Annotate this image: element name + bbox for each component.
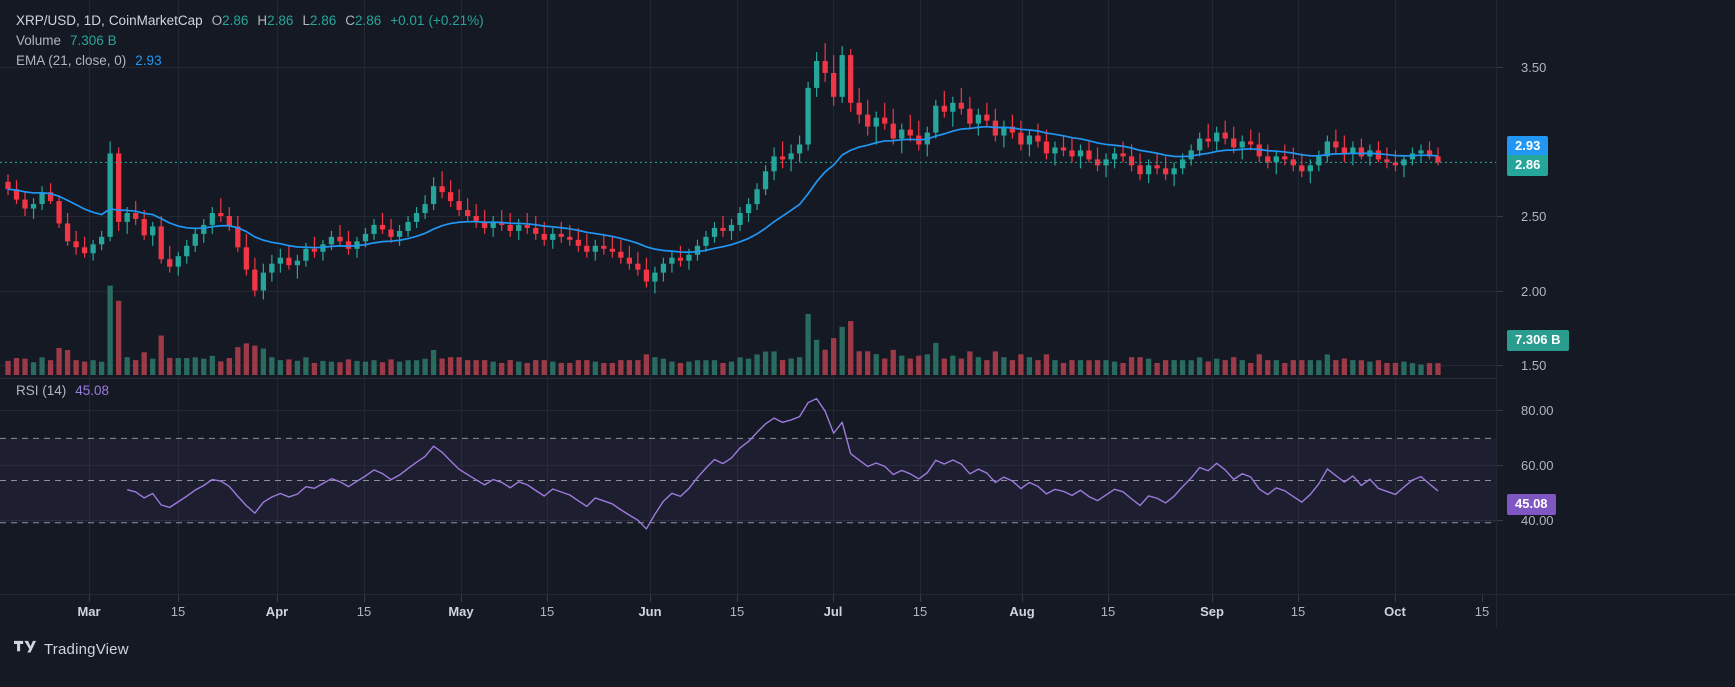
date-label-apr15: 15 <box>356 604 372 619</box>
date-label-jul: Jul <box>823 604 843 619</box>
gridline-v-apr <box>277 0 278 594</box>
axis-corner <box>1496 594 1735 628</box>
rsi-tick-label-80: 80.00 <box>1521 403 1554 418</box>
candlesticks <box>5 43 1441 300</box>
price-tick-label-150: 1.50 <box>1521 358 1547 373</box>
axis-tick-350 <box>1497 67 1503 68</box>
date-label-aug15: 15 <box>1100 604 1116 619</box>
gridline-rsi-60 <box>0 465 1496 466</box>
tradingview-logo-icon <box>14 640 36 659</box>
pane-separator <box>0 378 1496 379</box>
gridline-v-jul15 <box>920 0 921 594</box>
gridline-v-sep <box>1212 0 1213 594</box>
date-label-oct: Oct <box>1384 604 1406 619</box>
date-label-may: May <box>448 604 474 619</box>
gridline-v-aug <box>1022 0 1023 594</box>
date-label-mar: Mar <box>77 604 101 619</box>
price-tick-label-250: 2.50 <box>1521 209 1547 224</box>
gridline-rsi-80 <box>0 410 1496 411</box>
price-scale[interactable]: 3.50 2.50 2.00 1.50 80.00 60.00 40.00 2.… <box>1496 0 1735 594</box>
price-tick-label-350: 3.50 <box>1521 60 1547 75</box>
axis-tick-40 <box>1497 520 1503 521</box>
gridline-v-sep15 <box>1298 0 1299 594</box>
date-label-oct15: 15 <box>1474 604 1490 619</box>
gridline-v-apr15 <box>364 0 365 594</box>
rsi-line <box>126 397 1439 530</box>
rsi-tick-label-60: 60.00 <box>1521 458 1554 473</box>
price-tick-label-200: 2.00 <box>1521 284 1547 299</box>
gridline-v-may15 <box>547 0 548 594</box>
rsi-tick-label-40: 40.00 <box>1521 513 1554 528</box>
date-label-jul15: 15 <box>912 604 928 619</box>
gridline-v-mar <box>89 0 90 594</box>
gridline-rsi-40 <box>0 520 1496 521</box>
tradingview-branding[interactable]: TradingView <box>14 640 129 659</box>
gridline-v-mar15 <box>178 0 179 594</box>
rsi-badge[interactable]: 45.08 <box>1507 494 1556 515</box>
date-label-mar15: 15 <box>170 604 186 619</box>
time-scale[interactable]: Mar 15 Apr 15 May 15 Jun 15 Jul 15 Aug 1… <box>0 594 1496 628</box>
gridline-v-may <box>461 0 462 594</box>
gridline-v-jun15 <box>737 0 738 594</box>
gridline-v-aug15 <box>1108 0 1109 594</box>
ema-price-badge[interactable]: 2.93 <box>1507 136 1549 157</box>
date-label-jun: Jun <box>638 604 662 619</box>
price-series-canvas <box>0 43 1496 530</box>
axis-tick-250 <box>1497 216 1503 217</box>
date-label-apr: Apr <box>265 604 289 619</box>
axis-tick-200 <box>1497 291 1503 292</box>
axis-tick-80 <box>1497 410 1503 411</box>
date-label-sep: Sep <box>1200 604 1224 619</box>
volume-bars <box>5 285 1441 375</box>
volume-badge[interactable]: 7.306 B <box>1507 330 1569 351</box>
chart-plot-area[interactable] <box>0 0 1496 594</box>
gridline-v-oct <box>1395 0 1396 594</box>
ema-line <box>7 125 1439 254</box>
gridline-price-200 <box>0 291 1496 292</box>
tradingview-brand-text: TradingView <box>44 641 129 658</box>
date-label-aug: Aug <box>1009 604 1035 619</box>
axis-tick-60 <box>1497 465 1503 466</box>
gridline-v-jun <box>650 0 651 594</box>
axis-tick-150 <box>1497 365 1503 366</box>
last-price-badge[interactable]: 2.86 <box>1507 155 1549 176</box>
date-label-sep15: 15 <box>1290 604 1306 619</box>
date-label-jun15: 15 <box>729 604 745 619</box>
date-label-may15: 15 <box>539 604 555 619</box>
gridline-v-jul <box>833 0 834 594</box>
gridline-price-350 <box>0 67 1496 68</box>
